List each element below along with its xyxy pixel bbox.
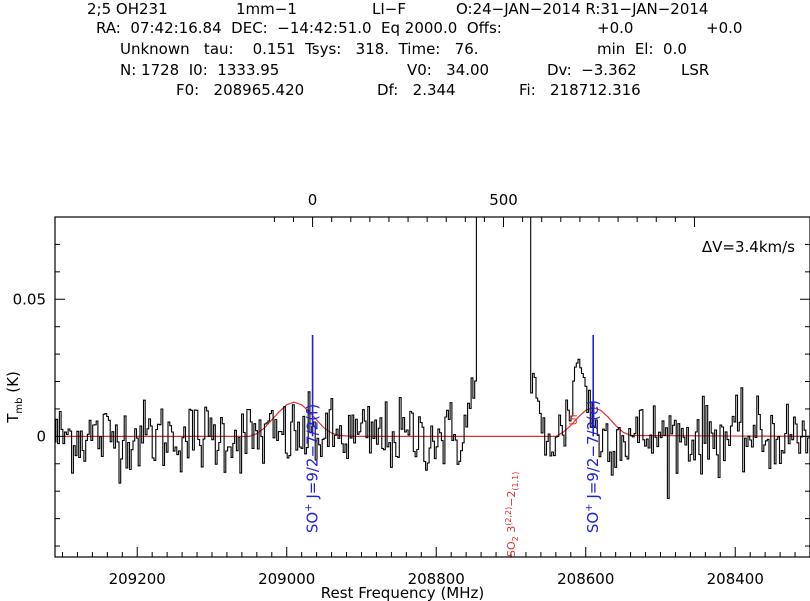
line-markers: SO+ J=9/2−7/2(f) SO+ J=9/2−7/2(e) SO2 3(2,… [304,334,602,557]
y-tick-label: 0 [36,427,46,445]
header-backend: LI−F [372,0,406,18]
y-axis-title: Tmb (K) [4,371,25,424]
header-tau-tsys: Unknown tau: 0.151 Tsys: 318. Time: 76. [120,40,479,58]
header-line-4: N: 1728 I0: 1333.95 V0: 34.00 Dv: −3.362… [0,61,810,83]
line-marker-label: SO+ J=9/2−7/2(f) [304,404,322,533]
fit-trace [62,401,810,437]
x-tick-label: 208400 [707,570,764,588]
x-tick-label: 209200 [109,570,166,588]
x-tick-label: 208800 [408,570,465,588]
header-fi: Fi: 218712.316 [519,81,641,99]
spectrum-trace [55,217,810,499]
y-axis-title-unit: (K) [4,371,22,397]
header-f0: F0: 208965.420 [176,81,305,99]
y-tick-label: 0.05 [13,290,46,308]
x-axis-title: Rest Frequency (MHz) [321,584,485,601]
ul-label: Ul [567,414,580,425]
header-coords: RA: 07:42:16.84 DEC: −14:42:51.0 Eq 2000… [96,19,502,37]
header-receiver: 1mm−1 [236,0,297,18]
header-offs-1: +0.0 [597,19,634,37]
plot-border [54,216,810,558]
header-df: Df: 2.344 [377,81,456,99]
delta-v-annotation: ΔV=3.4km/s [702,238,795,256]
axis-labels: 209200 209000 208800 208600 208400 0 500 0 0.05 R… [4,191,795,601]
so2-label: SO2 3(2,2)−2(1,1) [504,472,520,557]
header-offs-2: +0.0 [706,19,743,37]
y-axis-title-sub: mb [14,398,25,414]
line-marker-label: SO+ J=9/2−7/2(e) [584,400,602,533]
header-dv: Dv: −3.362 [547,61,637,79]
axis-ticks [55,216,810,557]
header-n-i0: N: 1728 I0: 1333.95 [120,61,280,79]
header-source: 2;5 OH231 [87,0,168,18]
header-line-1: 2;5 OH231 1mm−1 LI−F O:24−JAN−2014 R:31−… [0,0,810,22]
header-min-el: min El: 0.0 [597,40,687,58]
header-line-2: RA: 07:42:16.84 DEC: −14:42:51.0 Eq 2000… [0,19,810,41]
x-tick-label: 208600 [557,570,614,588]
x-tick-label: 209000 [258,570,315,588]
plot-frame [54,216,810,558]
header-line-3: Unknown tau: 0.151 Tsys: 318. Time: 76. … [0,40,810,62]
header-lsr: LSR [681,61,710,79]
top-tick-label: 500 [489,191,518,209]
header-v0: V0: 34.00 [407,61,490,79]
header-dates: O:24−JAN−2014 R:31−JAN−2014 [456,0,709,18]
top-tick-label: 0 [308,191,318,209]
header-line-5: F0: 208965.420 Df: 2.344 Fi: 218712.316 [0,81,810,103]
y-axis-title-main: T [4,413,22,424]
spectrum-traces [55,217,810,499]
